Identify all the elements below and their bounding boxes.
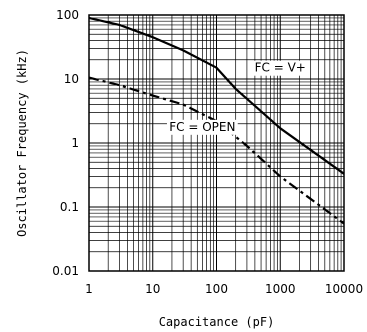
- x-tick-label: 1000: [265, 282, 296, 296]
- annotation-label: FC = V+: [255, 61, 306, 75]
- x-tick-label: 10000: [325, 282, 363, 296]
- x-tick-label: 10: [145, 282, 160, 296]
- y-tick-label: 1: [71, 136, 79, 150]
- x-tick-label: 1: [85, 282, 93, 296]
- y-tick-label: 100: [56, 8, 79, 22]
- series-line-2: [88, 76, 345, 225]
- y-tick-label: 10: [64, 72, 79, 86]
- y-tick-labels: 100 10 1 0.1 0.01: [52, 8, 79, 278]
- annotation-bg: [166, 119, 238, 135]
- annotation-bg: [252, 60, 309, 76]
- grid-lines: [88, 15, 344, 272]
- x-axis-label: Capacitance (pF): [159, 315, 275, 329]
- annotations: FC = V+ FC = OPEN: [166, 60, 309, 135]
- annotation-label: FC = OPEN: [169, 120, 235, 134]
- x-tick-label: 100: [205, 282, 228, 296]
- y-tick-label: 0.1: [60, 200, 79, 214]
- y-axis-label: Oscillator Frequency (kHz): [15, 49, 29, 237]
- series-line-1: [88, 16, 345, 175]
- series-lines: [88, 16, 345, 225]
- y-tick-label: 0.01: [52, 264, 79, 278]
- plot-frame: [88, 14, 345, 272]
- x-tick-labels: 1 10 100 1000 10000: [85, 282, 363, 296]
